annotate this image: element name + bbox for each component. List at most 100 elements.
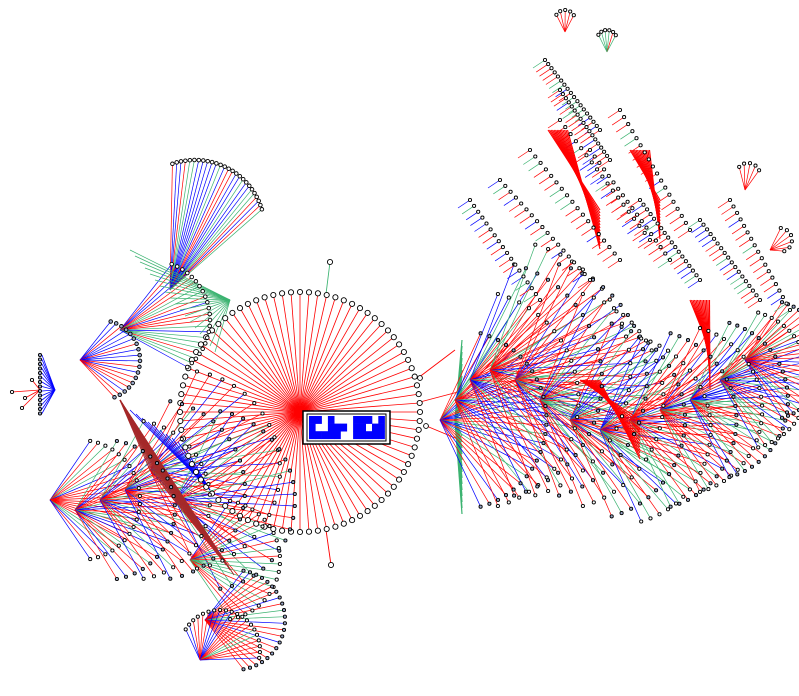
fan-edge [79, 348, 139, 361]
fan-edge [599, 414, 710, 431]
ring-node [390, 334, 397, 341]
fan-edge [489, 369, 584, 471]
fan-edge [169, 159, 195, 291]
fan-node [127, 464, 132, 469]
fan-node [643, 359, 648, 364]
fan-edge [469, 325, 590, 381]
fan-edge [169, 160, 191, 291]
fan-edge [79, 359, 136, 379]
fan-node [619, 511, 624, 516]
fan-node [280, 634, 285, 639]
fan-node [611, 489, 617, 494]
ring-node [415, 426, 422, 433]
fan-node [241, 579, 246, 584]
fan-edge [708, 299, 711, 390]
fan-node [37, 393, 43, 398]
fan-node [534, 377, 539, 382]
fan-edge [439, 419, 547, 426]
fan-node [733, 403, 738, 409]
fan-edge [454, 399, 567, 450]
ring-node [356, 512, 364, 519]
fan-node [234, 171, 239, 176]
fan-edge [581, 227, 594, 236]
fan-node [137, 352, 142, 358]
fan-edge [589, 147, 602, 156]
fan-node [657, 369, 662, 374]
fan-node [112, 395, 117, 400]
fan-edge [744, 165, 756, 191]
fan-node [596, 141, 601, 146]
ring-node [215, 320, 222, 328]
fan-node [727, 197, 733, 203]
fan-node [587, 129, 592, 134]
fan-node [533, 242, 538, 247]
fan-node [250, 608, 255, 613]
fan-node [196, 157, 202, 163]
fan-node [281, 627, 287, 632]
fan-edge [24, 389, 41, 399]
fan-edge [582, 156, 595, 165]
fan-edge [74, 509, 151, 564]
bridge-edge [423, 424, 461, 441]
fan-edge [648, 246, 661, 256]
fan-node [673, 501, 679, 506]
fan-edge [659, 349, 738, 411]
fan-node [272, 435, 277, 440]
fan-edge [665, 208, 678, 218]
fan-node [252, 401, 257, 406]
fan-node [594, 123, 599, 128]
fan-edge [717, 199, 731, 209]
fan-node [272, 500, 277, 505]
fan-node [565, 86, 570, 91]
fan-node [632, 323, 637, 328]
fan-node [606, 173, 611, 178]
fan-node [778, 225, 783, 231]
fan-edge [124, 403, 183, 491]
ring-node [408, 365, 415, 372]
fan-edge [169, 162, 178, 291]
fan-node [262, 598, 267, 603]
fan-edge [753, 264, 766, 273]
fan-node [693, 479, 698, 484]
fan-edge [149, 469, 223, 561]
fan-edge [169, 173, 237, 291]
fan-node [741, 354, 746, 359]
fan-edge [599, 362, 684, 431]
fan-node [161, 570, 166, 575]
fan-edge [769, 229, 788, 251]
ring-node [371, 502, 378, 509]
fan-node [534, 458, 539, 463]
fan-edge [204, 616, 285, 621]
fan-node [546, 246, 551, 252]
fan-node [135, 370, 141, 375]
fan-node [544, 320, 549, 325]
fan-node [650, 164, 655, 169]
fan-node [141, 576, 146, 581]
fan-node [743, 279, 748, 284]
fan-edge [204, 619, 285, 631]
fan-edge [744, 295, 757, 304]
fan-node [657, 512, 662, 517]
fan-node [784, 228, 789, 233]
fan-node [568, 132, 573, 137]
fan-edge [629, 419, 723, 470]
fan-node [681, 361, 686, 366]
fan-node [735, 348, 740, 353]
fan-node [632, 432, 637, 437]
fan-edge [559, 106, 572, 115]
fan-node [476, 209, 481, 214]
fan-edge [119, 269, 183, 331]
fan-node [212, 608, 217, 613]
fan-edge [599, 378, 696, 431]
fan-node [557, 117, 563, 123]
fan-edge [21, 389, 41, 409]
fan-node [654, 358, 659, 363]
fan-edge [454, 371, 575, 401]
fan-node [714, 483, 719, 488]
fan-edge [643, 240, 657, 249]
fan-edge [701, 238, 715, 248]
fan-node [750, 288, 755, 293]
fan-edge [31, 379, 41, 391]
fan-node [635, 212, 640, 217]
fan-edge [169, 297, 231, 301]
